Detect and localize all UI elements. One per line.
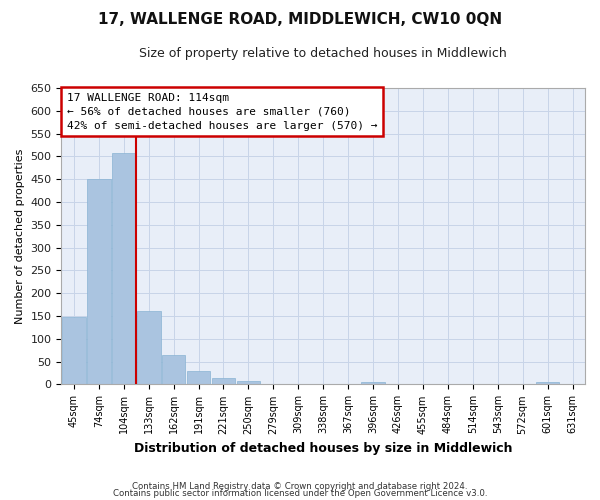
Bar [361,382,385,384]
X-axis label: Distribution of detached houses by size in Middlewich: Distribution of detached houses by size … [134,442,512,455]
Bar [137,312,161,384]
Text: Contains public sector information licensed under the Open Government Licence v3: Contains public sector information licen… [113,490,487,498]
Bar [112,153,136,384]
Text: Contains HM Land Registry data © Crown copyright and database right 2024.: Contains HM Land Registry data © Crown c… [132,482,468,491]
Bar [236,381,260,384]
Bar [212,378,235,384]
Bar [536,382,559,384]
Text: 17, WALLENGE ROAD, MIDDLEWICH, CW10 0QN: 17, WALLENGE ROAD, MIDDLEWICH, CW10 0QN [98,12,502,28]
Bar [62,317,86,384]
Text: 17 WALLENGE ROAD: 114sqm
← 56% of detached houses are smaller (760)
42% of semi-: 17 WALLENGE ROAD: 114sqm ← 56% of detach… [67,92,377,130]
Title: Size of property relative to detached houses in Middlewich: Size of property relative to detached ho… [139,48,507,60]
Bar [187,371,211,384]
Bar [162,355,185,384]
Bar [87,180,110,384]
Y-axis label: Number of detached properties: Number of detached properties [15,148,25,324]
